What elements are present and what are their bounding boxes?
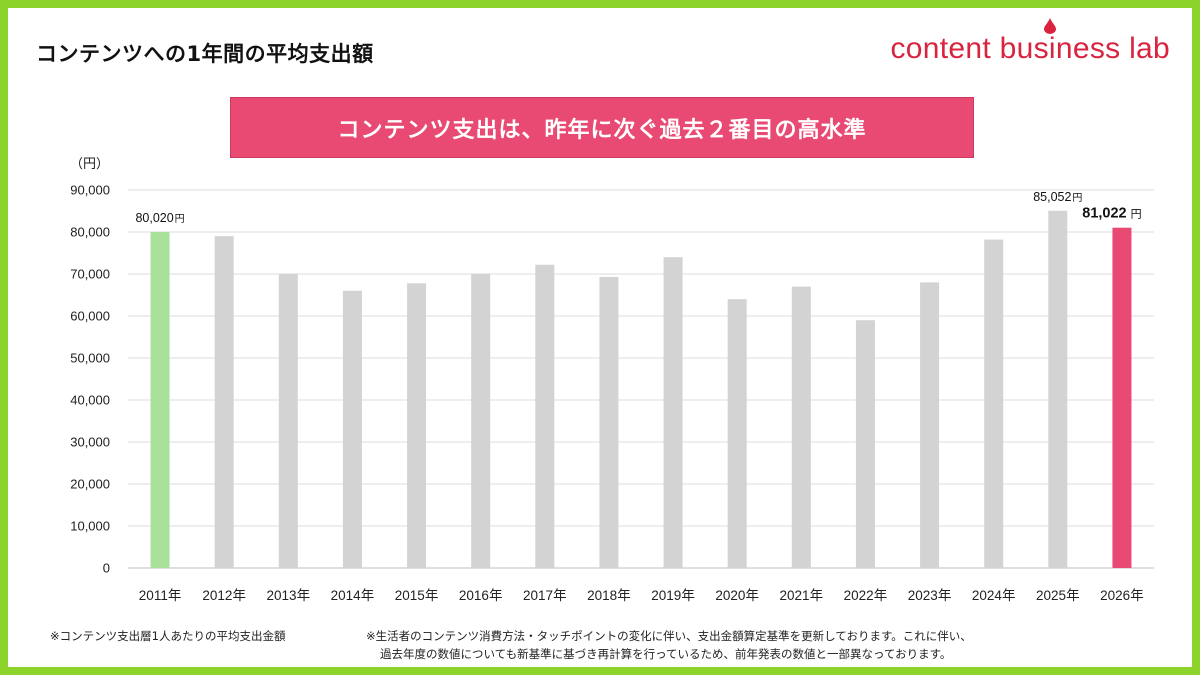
bar [342, 290, 362, 568]
data-label-unit: 円 [175, 214, 185, 225]
y-tick-label: 0 [103, 561, 110, 576]
y-tick-label: 30,000 [70, 435, 110, 450]
bar [535, 264, 555, 568]
bar [663, 257, 683, 568]
data-label: 85,052円 [1033, 190, 1082, 204]
x-tick-label: 2014年 [331, 588, 375, 603]
y-tick-label: 50,000 [70, 351, 110, 366]
bar [791, 286, 811, 568]
x-tick-label: 2013年 [267, 588, 311, 603]
x-tick-label: 2015年 [395, 588, 439, 603]
data-label-unit: 円 [1072, 193, 1082, 204]
data-label-unit: 円 [1131, 209, 1142, 221]
x-tick-label: 2023年 [908, 588, 952, 603]
x-tick-label: 2024年 [972, 588, 1016, 603]
brand-drop-icon [1044, 18, 1056, 34]
data-label-value: 85,052 [1033, 190, 1071, 204]
x-tick-label: 2026年 [1100, 588, 1144, 603]
x-tick-label: 2011年 [139, 588, 182, 603]
slide: コンテンツへの1年間の平均支出額 content business lab コン… [8, 8, 1192, 667]
page-title: コンテンツへの1年間の平均支出額 [36, 42, 374, 66]
x-tick-label: 2018年 [587, 588, 631, 603]
data-label: 80,020円 [135, 211, 184, 225]
y-tick-label: 10,000 [70, 519, 110, 534]
bar [150, 231, 170, 568]
bar [727, 299, 747, 568]
y-tick-label: 70,000 [70, 267, 110, 282]
data-label-value: 80,020 [135, 211, 173, 225]
y-tick-label: 60,000 [70, 309, 110, 324]
headline-banner: コンテンツ支出は、昨年に次ぐ過去２番目の高水準 [230, 97, 974, 158]
x-tick-label: 2022年 [844, 588, 888, 603]
data-label-value: 81,022 [1082, 206, 1126, 222]
y-tick-label: 20,000 [70, 477, 110, 492]
x-tick-label: 2021年 [780, 588, 824, 603]
y-tick-label: 80,000 [70, 225, 110, 240]
footnote-revision-line2: 過去年度の数値についても新基準に基づき再計算を行っているため、前年発表の数値と一… [380, 647, 952, 661]
bar [471, 274, 491, 568]
bar [920, 282, 940, 568]
brand-logo: content business lab [890, 32, 1170, 65]
bar [1112, 227, 1132, 569]
y-tick-label: 90,000 [70, 183, 110, 198]
data-label: 81,022 円 [1082, 206, 1141, 222]
bar [855, 320, 875, 568]
x-tick-label: 2020年 [715, 588, 759, 603]
y-axis-label: （円） [70, 157, 109, 172]
bar-chart: （円） 0 10,000 20,000 30,000 40,000 50,000 60,000… [70, 157, 1154, 603]
bar [214, 236, 234, 568]
bar [278, 274, 298, 568]
y-tick-label: 40,000 [70, 393, 110, 408]
bar [407, 283, 427, 568]
bar [599, 276, 619, 568]
footnote-basis: ※コンテンツ支出層1人あたりの平均支出金額 [50, 629, 286, 643]
x-tick-label: 2025年 [1036, 588, 1080, 603]
footnote-revision-line1: ※生活者のコンテンツ消費方法・タッチポイントの変化に伴い、支出金額算定基準を更新… [366, 629, 972, 643]
x-tick-label: 2019年 [651, 588, 695, 603]
x-tick-label: 2012年 [202, 588, 246, 603]
x-tick-label: 2017年 [523, 588, 567, 603]
bar [984, 239, 1004, 568]
bar [1048, 210, 1068, 568]
x-tick-label: 2016年 [459, 588, 503, 603]
